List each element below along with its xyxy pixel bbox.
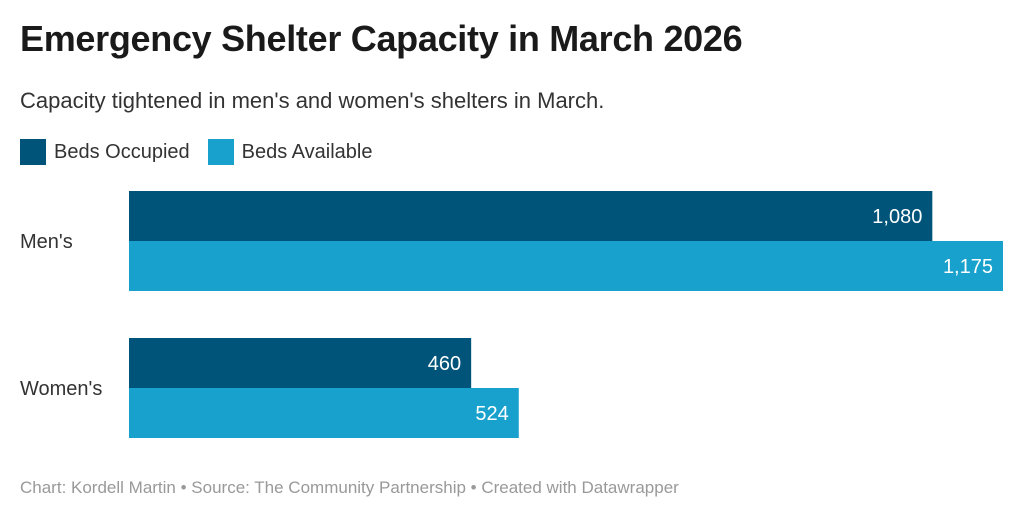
bar (129, 241, 1003, 291)
value-label: 1,175 (943, 256, 993, 278)
legend-swatch-available (207, 139, 234, 165)
legend: Beds Occupied Beds Available (20, 139, 390, 165)
value-label: 460 (428, 353, 461, 375)
chart-subtitle: Capacity tightened in men's and women's … (20, 88, 605, 113)
legend-swatch-occupied (20, 139, 46, 165)
legend-item-occupied: Beds Occupied (20, 139, 190, 165)
category-label: Men's (20, 231, 73, 253)
bar (129, 191, 933, 241)
bar-chart: Men's 1,080 1,175 Women's 460 524 (20, 191, 1003, 438)
chart-title: Emergency Shelter Capacity in March 2026 (20, 18, 743, 59)
bar (129, 338, 472, 388)
category-label: Women's (20, 378, 102, 400)
legend-item-available: Beds Available (207, 139, 373, 165)
chart-footer: Chart: Kordell Martin • Source: The Comm… (20, 478, 679, 497)
bar (129, 388, 519, 438)
value-label: 1,080 (872, 206, 922, 228)
legend-label-occupied: Beds Occupied (54, 140, 190, 163)
value-label: 524 (475, 403, 508, 425)
legend-label-available: Beds Available (241, 140, 373, 163)
